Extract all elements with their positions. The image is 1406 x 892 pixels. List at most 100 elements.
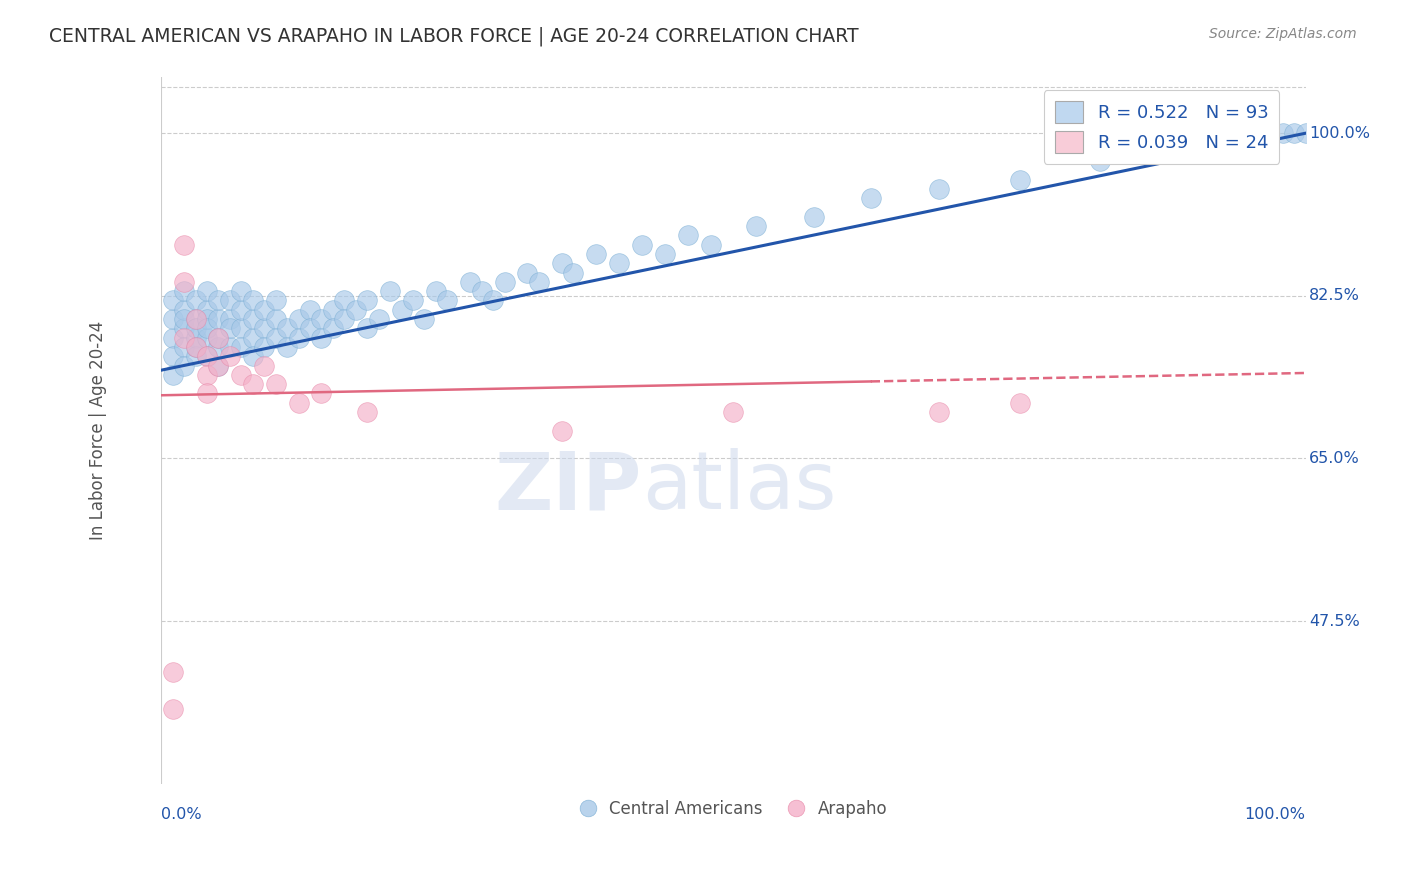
- Point: [207, 312, 229, 326]
- Point: [242, 331, 264, 345]
- Point: [1088, 154, 1111, 169]
- Point: [162, 368, 184, 382]
- Point: [723, 405, 745, 419]
- Point: [482, 293, 505, 308]
- Point: [1237, 136, 1260, 150]
- Point: [356, 321, 378, 335]
- Point: [173, 340, 195, 354]
- Point: [162, 665, 184, 680]
- Point: [219, 293, 242, 308]
- Point: [378, 284, 401, 298]
- Point: [242, 293, 264, 308]
- Point: [264, 331, 287, 345]
- Text: 100.0%: 100.0%: [1244, 807, 1306, 822]
- Text: atlas: atlas: [643, 448, 837, 526]
- Point: [1282, 126, 1305, 140]
- Point: [219, 321, 242, 335]
- Point: [184, 312, 207, 326]
- Point: [264, 377, 287, 392]
- Point: [162, 331, 184, 345]
- Point: [654, 247, 676, 261]
- Text: 82.5%: 82.5%: [1309, 288, 1360, 303]
- Point: [231, 340, 253, 354]
- Point: [195, 349, 218, 363]
- Text: ZIP: ZIP: [495, 448, 643, 526]
- Point: [1008, 172, 1031, 186]
- Point: [253, 359, 276, 373]
- Point: [527, 275, 550, 289]
- Text: Source: ZipAtlas.com: Source: ZipAtlas.com: [1209, 27, 1357, 41]
- Point: [253, 321, 276, 335]
- Text: CENTRAL AMERICAN VS ARAPAHO IN LABOR FORCE | AGE 20-24 CORRELATION CHART: CENTRAL AMERICAN VS ARAPAHO IN LABOR FOR…: [49, 27, 859, 46]
- Point: [219, 312, 242, 326]
- Point: [859, 191, 882, 205]
- Point: [207, 331, 229, 345]
- Point: [207, 359, 229, 373]
- Point: [264, 293, 287, 308]
- Point: [391, 302, 413, 317]
- Point: [699, 237, 721, 252]
- Point: [242, 377, 264, 392]
- Point: [264, 312, 287, 326]
- Point: [173, 312, 195, 326]
- Point: [436, 293, 458, 308]
- Point: [231, 368, 253, 382]
- Point: [253, 340, 276, 354]
- Point: [803, 210, 825, 224]
- Point: [333, 312, 356, 326]
- Point: [458, 275, 481, 289]
- Point: [745, 219, 768, 234]
- Point: [195, 331, 218, 345]
- Point: [551, 424, 574, 438]
- Text: 65.0%: 65.0%: [1309, 451, 1360, 466]
- Text: 100.0%: 100.0%: [1309, 126, 1369, 141]
- Point: [1168, 145, 1191, 159]
- Point: [173, 302, 195, 317]
- Point: [173, 321, 195, 335]
- Point: [322, 321, 344, 335]
- Point: [195, 349, 218, 363]
- Point: [207, 331, 229, 345]
- Point: [184, 321, 207, 335]
- Point: [1271, 126, 1294, 140]
- Point: [276, 321, 298, 335]
- Point: [162, 293, 184, 308]
- Point: [425, 284, 447, 298]
- Point: [173, 237, 195, 252]
- Point: [311, 331, 333, 345]
- Point: [367, 312, 389, 326]
- Point: [287, 395, 309, 409]
- Point: [231, 321, 253, 335]
- Point: [287, 312, 309, 326]
- Point: [207, 359, 229, 373]
- Point: [311, 312, 333, 326]
- Point: [516, 266, 538, 280]
- Point: [253, 302, 276, 317]
- Point: [494, 275, 516, 289]
- Point: [162, 312, 184, 326]
- Point: [207, 293, 229, 308]
- Point: [195, 302, 218, 317]
- Point: [184, 340, 207, 354]
- Point: [173, 275, 195, 289]
- Point: [173, 331, 195, 345]
- Point: [184, 293, 207, 308]
- Point: [195, 321, 218, 335]
- Point: [299, 302, 322, 317]
- Text: In Labor Force | Age 20-24: In Labor Force | Age 20-24: [90, 321, 107, 541]
- Point: [173, 359, 195, 373]
- Point: [231, 302, 253, 317]
- Point: [322, 302, 344, 317]
- Point: [162, 702, 184, 716]
- Point: [276, 340, 298, 354]
- Point: [184, 312, 207, 326]
- Legend: Central Americans, Arapaho: Central Americans, Arapaho: [572, 794, 894, 825]
- Point: [928, 405, 950, 419]
- Point: [311, 386, 333, 401]
- Point: [207, 340, 229, 354]
- Point: [219, 340, 242, 354]
- Point: [356, 405, 378, 419]
- Point: [551, 256, 574, 270]
- Point: [242, 312, 264, 326]
- Point: [184, 340, 207, 354]
